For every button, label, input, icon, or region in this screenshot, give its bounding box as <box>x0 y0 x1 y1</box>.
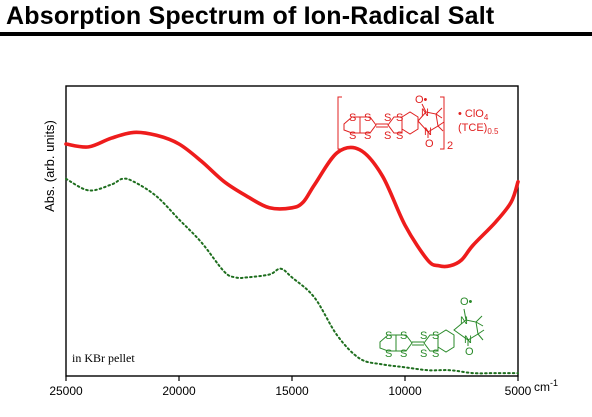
x-tick-label-20000: 20000 <box>162 384 196 398</box>
red-counterion-base: • ClO <box>458 108 484 120</box>
red-methyl-3 <box>437 121 445 127</box>
x-axis-ticks: 25000 20000 15000 10000 5000 <box>49 376 532 398</box>
red-ring-2 <box>359 116 377 134</box>
green-atom-s7: S <box>432 330 439 342</box>
red-atom-n1: N <box>421 107 429 119</box>
title-rule <box>0 32 592 36</box>
red-left-bracket <box>337 96 342 150</box>
green-methyl-2 <box>475 321 484 327</box>
green-compound-structure <box>379 308 485 353</box>
red-methyl-1 <box>435 107 443 115</box>
green-atom-s6: S <box>420 348 427 360</box>
green-atom-n2: N <box>464 334 472 346</box>
kbr-annotation: in KBr pellet <box>72 351 135 365</box>
red-atom-s3: S <box>364 112 371 124</box>
red-atom-s7: S <box>396 112 403 124</box>
x-unit-base: cm <box>534 380 550 394</box>
page-title: Absorption Spectrum of Ion-Radical Salt <box>6 2 495 30</box>
red-solvent: (TCE)0.5 <box>458 122 499 136</box>
red-imidazoline-ring <box>417 111 439 133</box>
green-atom-s5: S <box>420 330 427 342</box>
green-atom-s8: S <box>432 348 439 360</box>
green-atom-s1: S <box>385 330 392 342</box>
red-no-bond-top <box>421 103 427 113</box>
red-atom-s1: S <box>349 112 356 124</box>
green-methyl-1 <box>475 315 483 323</box>
red-counterion-subscript: 4 <box>484 113 489 122</box>
red-atom-s8: S <box>396 130 403 142</box>
x-tick-label-10000: 10000 <box>388 384 422 398</box>
red-bracket-subscript: 2 <box>447 140 453 152</box>
red-methyl-4 <box>437 125 444 132</box>
red-radical-oxygen: O• <box>415 94 428 106</box>
green-compound-text: S S S S S S S S N N O O• <box>385 296 474 360</box>
red-atom-o: O <box>425 138 434 150</box>
green-atom-s4: S <box>400 348 407 360</box>
red-atom-s5: S <box>384 112 391 124</box>
green-imidazoline-ring <box>453 319 479 341</box>
ion-radical-salt-spectrum-line <box>64 130 520 269</box>
green-benzene-ring <box>437 329 455 353</box>
red-compound-text: S S S S S S S S N N O O• 2 • ClO4 (TCE)0… <box>349 94 499 152</box>
red-benzene-ring <box>401 111 419 135</box>
red-atom-s4: S <box>364 130 371 142</box>
x-unit-label: cm-1 <box>534 378 558 394</box>
green-radical-oxygen: O• <box>460 296 473 308</box>
green-atom-n1: N <box>460 315 468 327</box>
green-atom-s3: S <box>400 330 407 342</box>
red-right-bracket <box>440 96 445 150</box>
red-atom-s2: S <box>349 130 356 142</box>
green-methyl-3 <box>477 329 485 335</box>
red-atom-n2: N <box>424 126 432 138</box>
red-solvent-base: (TCE) <box>458 122 487 134</box>
y-axis-label: Abs. (arb. units) <box>42 120 57 212</box>
x-tick-label-5000: 5000 <box>505 384 532 398</box>
green-atom-o: O <box>465 346 474 358</box>
x-tick-label-25000: 25000 <box>49 384 83 398</box>
red-counterion: • ClO4 <box>458 108 489 122</box>
green-methyl-4 <box>477 333 484 341</box>
red-atom-s6: S <box>384 130 391 142</box>
red-compound-structure <box>337 96 445 150</box>
green-no-bond-top <box>463 308 467 321</box>
neutral-donor-spectrum-line <box>65 177 519 375</box>
green-ring-2 <box>395 334 413 352</box>
x-unit-exponent: -1 <box>550 378 558 388</box>
x-tick-label-15000: 15000 <box>275 384 309 398</box>
green-atom-s2: S <box>385 348 392 360</box>
red-methyl-2 <box>435 113 443 119</box>
red-solvent-subscript: 0.5 <box>487 127 499 136</box>
series-group <box>64 130 520 375</box>
